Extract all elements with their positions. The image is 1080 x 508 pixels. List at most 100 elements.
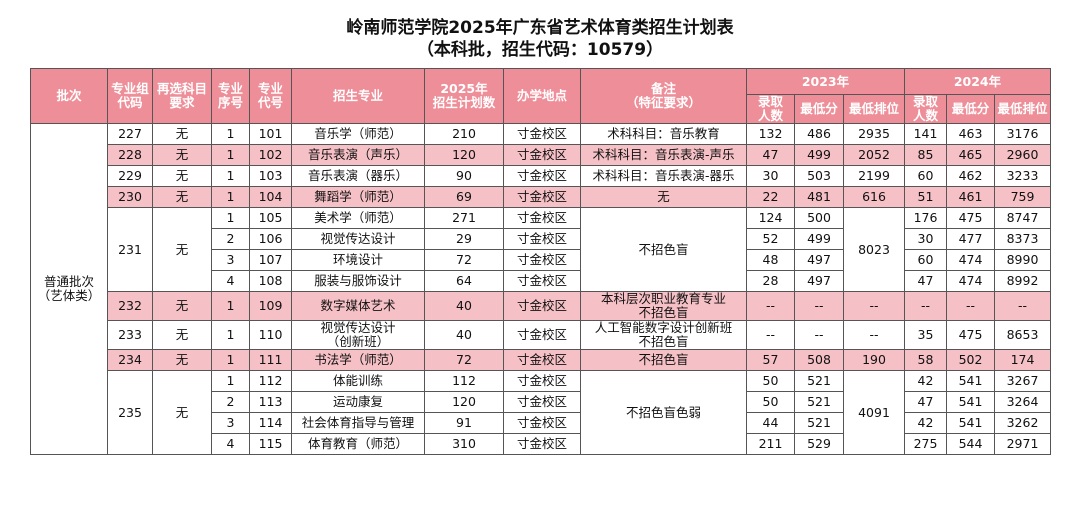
stat-2023: 132 bbox=[746, 123, 795, 145]
sub-column-header: 最低分 bbox=[946, 94, 995, 124]
campus: 寸金校区 bbox=[503, 207, 581, 229]
table-subtitle: （本科批，招生代码：10579） bbox=[416, 40, 664, 60]
campus: 寸金校区 bbox=[503, 249, 581, 271]
stat-2024: 462 bbox=[946, 165, 995, 187]
campus: 寸金校区 bbox=[503, 433, 581, 455]
stat-2023: 503 bbox=[794, 165, 844, 187]
group-code: 233 bbox=[107, 320, 153, 350]
stat-2023: -- bbox=[746, 320, 795, 350]
stat-2023: 211 bbox=[746, 433, 795, 455]
group-code: 235 bbox=[107, 370, 153, 455]
stat-2023: 50 bbox=[746, 370, 795, 392]
stat-2024: 541 bbox=[946, 412, 995, 434]
column-header: 办学地点 bbox=[503, 68, 581, 124]
sub-column-header: 录取 人数 bbox=[904, 94, 947, 124]
major-code: 106 bbox=[249, 228, 292, 250]
stat-2024: 85 bbox=[904, 144, 947, 166]
stat-2024: 8747 bbox=[994, 207, 1051, 229]
sub-column-header: 最低排位 bbox=[994, 94, 1051, 124]
stat-2024: 58 bbox=[904, 349, 947, 371]
campus: 寸金校区 bbox=[503, 391, 581, 413]
table-row: 230 无 1 104 舞蹈学（师范） 69 寸金校区无 22 481 616 51 461 759 bbox=[31, 186, 1051, 208]
stat-2023: 486 bbox=[794, 123, 844, 145]
major-code: 108 bbox=[249, 270, 292, 292]
subject-requirement: 无 bbox=[152, 320, 212, 350]
column-header: 专业组 代码 bbox=[107, 68, 153, 124]
plan-count: 112 bbox=[424, 370, 504, 392]
major-name: 舞蹈学（师范） bbox=[291, 186, 425, 208]
stat-2024: 759 bbox=[994, 186, 1051, 208]
table-row: 234 无 1 111 书法学（师范） 72 寸金校区 不招色盲 57 508 190 58 502 17… bbox=[31, 349, 1051, 371]
major-seq: 1 bbox=[211, 123, 250, 145]
stat-2024: 3176 bbox=[994, 123, 1051, 145]
rank-2023: 4091 bbox=[843, 370, 905, 455]
table-row: 2 106 视觉传达设计 29 寸金校区 52 499 30 477 8373 bbox=[31, 228, 1051, 250]
major-name: 美术学（师范） bbox=[291, 207, 425, 229]
campus: 寸金校区 bbox=[503, 186, 581, 208]
stat-2024: 475 bbox=[946, 207, 995, 229]
major-name: 体育教育（师范） bbox=[291, 433, 425, 455]
stat-2023: 190 bbox=[843, 349, 905, 371]
stat-2024: 30 bbox=[904, 228, 947, 250]
stat-2023: 529 bbox=[794, 433, 844, 455]
plan-count: 72 bbox=[424, 349, 504, 371]
major-seq: 4 bbox=[211, 433, 250, 455]
major-name: 视觉传达设计 （创新班） bbox=[291, 320, 425, 350]
table-row: 229 无 1 103 音乐表演（器乐） 90 寸金校区 术科科目：音乐表演-器乐 30 503 2… bbox=[31, 165, 1051, 187]
stat-2023: 616 bbox=[843, 186, 905, 208]
stat-2024: 474 bbox=[946, 249, 995, 271]
campus: 寸金校区 bbox=[503, 270, 581, 292]
remark: 术科科目：音乐教育 bbox=[580, 123, 747, 145]
sub-column-header: 录取 人数 bbox=[746, 94, 795, 124]
plan-count: 120 bbox=[424, 144, 504, 166]
stat-2023: 48 bbox=[746, 249, 795, 271]
major-seq: 1 bbox=[211, 165, 250, 187]
table-row: 3 107 环境设计 72 寸金校区 48 497 60 474 8990 bbox=[31, 249, 1051, 271]
stat-2024: 60 bbox=[904, 249, 947, 271]
table-row: 228 无 1 102 音乐表演（声乐） 120 寸金校区 术科科目：音乐表演-声乐 47 499… bbox=[31, 144, 1051, 166]
major-code: 114 bbox=[249, 412, 292, 434]
stat-2024: 541 bbox=[946, 370, 995, 392]
major-seq: 1 bbox=[211, 320, 250, 350]
stat-2024: 541 bbox=[946, 391, 995, 413]
campus: 寸金校区 bbox=[503, 123, 581, 145]
table-body: 批次 专业组 代码 再选科目 要求 专业 序号 专业 代号 招生专业 2025年 招生计划数… bbox=[30, 68, 1051, 455]
column-header: 招生专业 bbox=[291, 68, 425, 124]
table-row: 普通批次 （艺体类） 227 无 1 101 音乐学（师范） 210 寸金校区 术科科目：音乐教… bbox=[30, 123, 1051, 455]
stat-2023: 52 bbox=[746, 228, 795, 250]
major-code: 105 bbox=[249, 207, 292, 229]
subject-requirement: 无 bbox=[152, 370, 212, 455]
group-code: 229 bbox=[107, 165, 153, 187]
stat-2023: 2935 bbox=[843, 123, 905, 145]
stat-2024: 47 bbox=[904, 270, 947, 292]
stat-2024: 8992 bbox=[994, 270, 1051, 292]
stat-2024: 174 bbox=[994, 349, 1051, 371]
major-code: 102 bbox=[249, 144, 292, 166]
major-name: 体能训练 bbox=[291, 370, 425, 392]
remark: 人工智能数字设计创新班 不招色盲 bbox=[580, 320, 747, 350]
major-seq: 2 bbox=[211, 391, 250, 413]
major-code: 112 bbox=[249, 370, 292, 392]
group-code: 231 bbox=[107, 207, 153, 292]
campus: 寸金校区 bbox=[503, 165, 581, 187]
plan-count: 90 bbox=[424, 165, 504, 187]
stat-2024: 8373 bbox=[994, 228, 1051, 250]
group-code: 232 bbox=[107, 291, 153, 321]
column-header: 再选科目 要求 bbox=[152, 68, 212, 124]
major-name: 视觉传达设计 bbox=[291, 228, 425, 250]
stat-2023: -- bbox=[746, 291, 795, 321]
stat-2024: 3233 bbox=[994, 165, 1051, 187]
stat-2023: -- bbox=[843, 291, 905, 321]
column-header: 批次 bbox=[30, 68, 108, 124]
stat-2023: 124 bbox=[746, 207, 795, 229]
stat-2024: 141 bbox=[904, 123, 947, 145]
sub-column-header: 最低分 bbox=[794, 94, 844, 124]
stat-2023: 508 bbox=[794, 349, 844, 371]
remark: 不招色盲 bbox=[580, 349, 747, 371]
major-name: 环境设计 bbox=[291, 249, 425, 271]
major-seq: 3 bbox=[211, 249, 250, 271]
plan-count: 40 bbox=[424, 291, 504, 321]
major-code: 111 bbox=[249, 349, 292, 371]
stat-2024: 3262 bbox=[994, 412, 1051, 434]
major-seq: 1 bbox=[211, 291, 250, 321]
